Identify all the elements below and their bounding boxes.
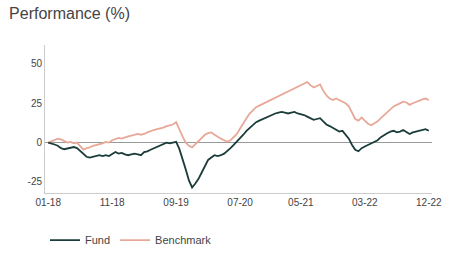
svg-text:11-18: 11-18 [100,197,125,208]
svg-text:25: 25 [31,98,43,109]
svg-text:Fund: Fund [85,234,110,246]
svg-text:-25: -25 [28,176,43,187]
svg-text:05-21: 05-21 [288,197,314,208]
svg-text:01-18: 01-18 [35,197,61,208]
svg-text:Benchmark: Benchmark [155,234,211,246]
svg-text:03-22: 03-22 [352,197,378,208]
svg-text:12-22: 12-22 [416,197,442,208]
svg-text:Performance (%): Performance (%) [9,5,130,22]
svg-text:0: 0 [36,137,42,148]
svg-text:50: 50 [31,58,43,69]
svg-text:07-20: 07-20 [227,197,253,208]
svg-text:09-19: 09-19 [163,197,189,208]
